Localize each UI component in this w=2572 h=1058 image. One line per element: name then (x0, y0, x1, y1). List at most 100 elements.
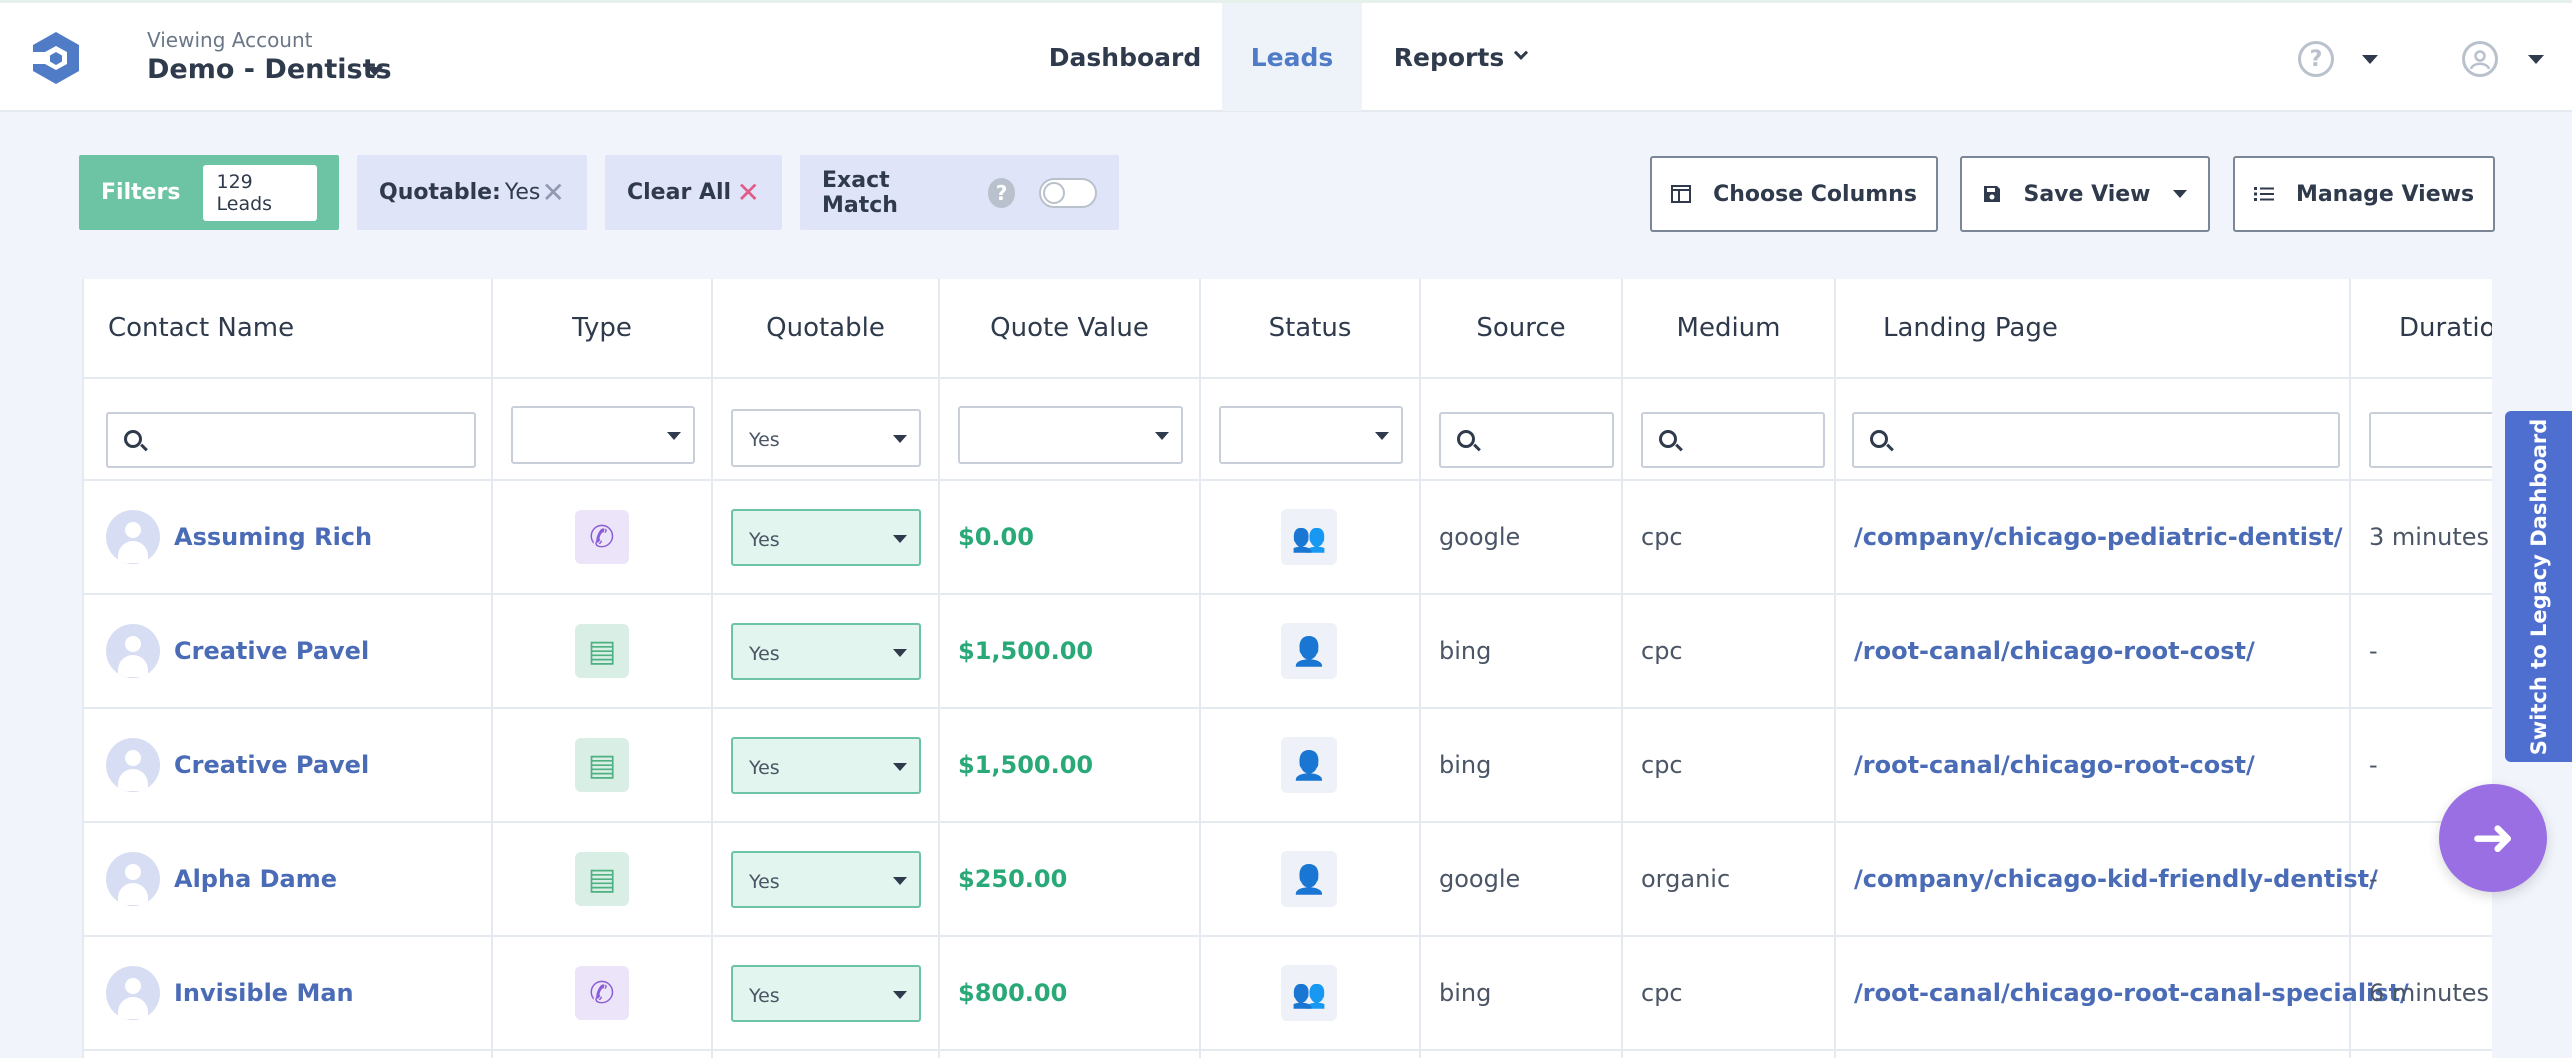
landing-page-search-input[interactable] (1852, 412, 2340, 468)
contact-name-link[interactable]: Creative Pavel (174, 637, 370, 665)
filters-chip[interactable]: Filters 129 Leads (79, 155, 339, 230)
users-icon[interactable]: 👥 (1281, 509, 1337, 565)
landing-page-link[interactable]: /company/chicago-kid-friendly-dentist/ (1854, 865, 2378, 893)
app-logo-icon[interactable] (30, 30, 82, 86)
source-cell: bing (1439, 979, 1492, 1007)
filter-cell-contact-name (84, 379, 491, 481)
help-caret-icon[interactable] (2362, 55, 2378, 64)
column-quote-value: Quote Value (940, 279, 1201, 1058)
header-quotable[interactable]: Quotable (713, 279, 938, 379)
contact-cell[interactable]: Invisible Man (106, 937, 354, 1049)
source-cell: google (1439, 865, 1521, 893)
choose-columns-button[interactable]: Choose Columns (1650, 156, 1938, 232)
contact-cell[interactable]: Assuming Rich (106, 481, 372, 593)
header-status[interactable]: Status (1201, 279, 1419, 379)
type-cell: ▤ (575, 595, 629, 707)
columns-icon (1671, 185, 1692, 203)
quotable-select-value: Yes (749, 642, 780, 665)
question-icon[interactable]: ? (987, 177, 1016, 208)
search-icon (1870, 430, 1888, 448)
landing-page-link[interactable]: /root-canal/chicago-root-cost/ (1854, 637, 2255, 665)
type-filter-select[interactable] (511, 406, 695, 464)
exact-match-toggle[interactable] (1039, 177, 1098, 208)
source-cell: bing (1439, 751, 1492, 779)
medium-search-input[interactable] (1641, 412, 1825, 468)
header-type[interactable]: Type (493, 279, 711, 379)
user-icon[interactable]: 👤 (1281, 737, 1337, 793)
user-icon[interactable]: 👤 (1281, 623, 1337, 679)
header-source[interactable]: Source (1421, 279, 1621, 379)
contact-name-link[interactable]: Alpha Dame (174, 865, 338, 893)
users-icon[interactable]: 👥 (1281, 965, 1337, 1021)
arrow-right-icon[interactable]: ➜ (2439, 784, 2547, 892)
filter-cell-source (1421, 379, 1621, 481)
quotable-filter-select[interactable]: Yes (731, 409, 921, 467)
manage-views-button[interactable]: Manage Views (2233, 156, 2495, 232)
contact-name-link[interactable]: Invisible Man (174, 979, 354, 1007)
header-landing-page[interactable]: Landing Page (1836, 279, 2349, 379)
form-icon[interactable]: ▤ (575, 738, 629, 792)
quotable-select[interactable]: Yes (731, 964, 921, 1022)
quotable-select[interactable]: Yes (731, 850, 921, 908)
status-filter-select[interactable] (1219, 406, 1403, 464)
account-selector[interactable]: Demo - Dentists (147, 54, 392, 85)
quotable-cell: Yes (731, 709, 921, 821)
nav-leads[interactable]: Leads (1222, 3, 1362, 111)
quotable-filter-chip[interactable]: Quotable: Yes ✕ (357, 155, 587, 230)
lead-count-badge: 129 Leads (202, 164, 317, 221)
exact-match-chip: Exact Match ? (800, 155, 1119, 230)
source-search-input[interactable] (1439, 412, 1614, 468)
filter-cell-type (493, 379, 711, 481)
contact-cell[interactable]: Creative Pavel (106, 595, 369, 707)
account-chevron-down-icon[interactable] (367, 67, 383, 76)
user-icon[interactable]: 👤 (1281, 851, 1337, 907)
header-quote-value[interactable]: Quote Value (940, 279, 1199, 379)
quote-value-cell[interactable]: $1,500.00 (958, 751, 1094, 779)
call-icon[interactable]: ✆ (575, 510, 629, 564)
quote-value-cell[interactable]: $1,500.00 (958, 637, 1094, 665)
landing-page-link[interactable]: /company/chicago-pediatric-dentist/ (1854, 523, 2343, 551)
landing-page-link[interactable]: /root-canal/chicago-root-canal-specialis… (1854, 979, 2409, 1007)
column-medium: Medium (1623, 279, 1836, 1058)
form-icon[interactable]: ▤ (575, 624, 629, 678)
landing-page-link[interactable]: /root-canal/chicago-root-cost/ (1854, 751, 2255, 779)
clear-all-close-icon[interactable]: ✕ (736, 176, 760, 209)
status-cell: 👤 (1281, 709, 1337, 821)
avatar (106, 966, 160, 1020)
account-caption: Viewing Account (147, 28, 313, 52)
nav-reports[interactable]: Reports (1380, 3, 1540, 111)
form-icon[interactable]: ▤ (575, 852, 629, 906)
save-view-button[interactable]: Save View (1960, 156, 2210, 232)
quote-value-cell[interactable]: $800.00 (958, 979, 1068, 1007)
quote-value-cell[interactable]: $0.00 (958, 523, 1034, 551)
help-icon[interactable]: ? (2298, 41, 2334, 77)
contact-cell[interactable]: Creative Pavel (106, 709, 369, 821)
quotable-select[interactable]: Yes (731, 508, 921, 566)
quotable-select[interactable]: Yes (731, 736, 921, 794)
user-caret-icon[interactable] (2528, 55, 2544, 64)
remove-filter-icon[interactable]: ✕ (541, 176, 565, 209)
duration-filter-input[interactable] (2369, 412, 2492, 468)
quote-value-filter-select[interactable] (958, 406, 1183, 464)
contact-name-link[interactable]: Creative Pavel (174, 751, 370, 779)
contact-name-link[interactable]: Assuming Rich (174, 523, 373, 551)
search-icon (1457, 430, 1475, 448)
contact-name-search-input[interactable] (106, 412, 476, 468)
quotable-select[interactable]: Yes (731, 622, 921, 680)
avatar (106, 852, 160, 906)
clear-all-chip[interactable]: Clear All ✕ (605, 155, 782, 230)
quote-value-cell[interactable]: $250.00 (958, 865, 1068, 893)
header-medium[interactable]: Medium (1623, 279, 1834, 379)
call-icon[interactable]: ✆ (575, 966, 629, 1020)
header-duration[interactable]: Duration (2351, 279, 2492, 379)
user-avatar-icon[interactable] (2462, 41, 2498, 77)
contact-cell[interactable]: Alpha Dame (106, 823, 337, 935)
quotable-select-value: Yes (749, 756, 780, 779)
caret-down-icon (893, 762, 907, 771)
header-contact-name[interactable]: Contact Name (84, 279, 491, 379)
type-cell: ✆ (575, 937, 629, 1049)
switch-legacy-dashboard-tab[interactable]: Switch to Legacy Dashboard (2505, 411, 2572, 762)
row-divider (84, 821, 2492, 823)
type-cell: ▤ (575, 823, 629, 935)
nav-dashboard[interactable]: Dashboard (1048, 42, 1202, 72)
